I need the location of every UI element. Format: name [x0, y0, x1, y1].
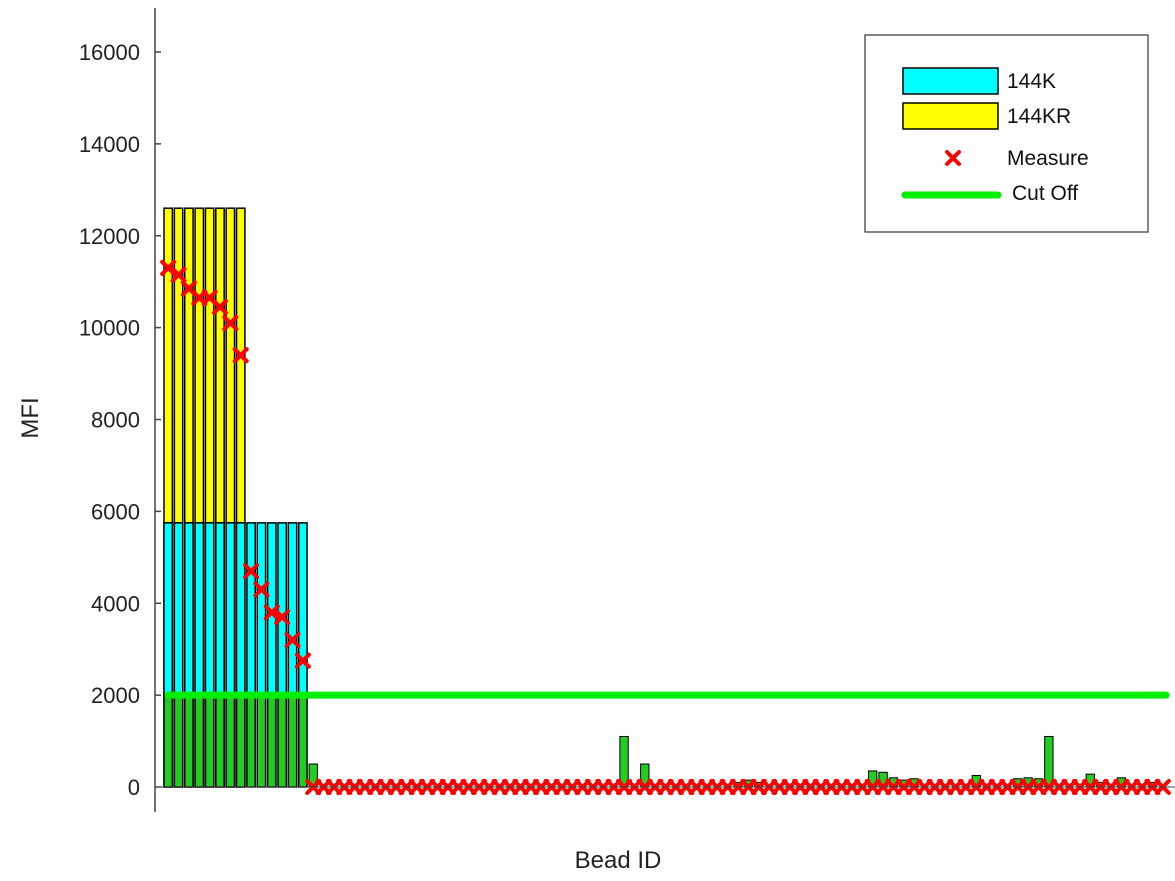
- bar-144k-base: [183, 694, 194, 788]
- bar-144k-base: [297, 694, 308, 788]
- measure-marker: [222, 315, 239, 332]
- bar-144k-base: [235, 694, 246, 788]
- bar-144k-base: [173, 694, 184, 788]
- bar-144kr: [204, 207, 215, 524]
- measure-marker-stroke: [232, 347, 249, 364]
- legend-measure-label: Measure: [1007, 147, 1089, 170]
- y-tick-label: 0: [128, 775, 140, 800]
- bar-144k: [297, 522, 308, 696]
- bar-144k-base: [225, 694, 236, 788]
- measure-marker-stroke: [274, 609, 291, 626]
- measure-marker: [263, 604, 280, 621]
- measure-marker-stroke: [284, 632, 301, 648]
- bar-144k: [225, 522, 236, 696]
- measure-marker-stroke: [201, 289, 218, 306]
- measure-marker: [211, 298, 228, 315]
- y-axis-label: MFI: [17, 397, 44, 438]
- y-tick-label: 8000: [91, 408, 140, 433]
- measure-marker-stroke: [243, 563, 260, 580]
- y-tick-label: 10000: [79, 316, 140, 341]
- measure-marker-stroke: [170, 266, 187, 283]
- bar-144k: [287, 522, 298, 696]
- bar-144k-base: [277, 694, 288, 788]
- bar-144k-base: [204, 694, 215, 788]
- bar-144kr: [183, 207, 194, 524]
- bar-144k-base: [163, 694, 174, 788]
- bar-144k: [277, 522, 288, 696]
- bar-144kr: [225, 207, 236, 524]
- measure-marker: [243, 563, 260, 580]
- y-tick-label: 6000: [91, 499, 140, 524]
- bar-144k: [163, 522, 174, 696]
- bar-144k: [173, 522, 184, 696]
- bar-144kr: [215, 207, 225, 524]
- x-axis-label: Bead ID: [575, 847, 662, 874]
- legend: 144K 144KR Measure Cut Off: [864, 34, 1149, 233]
- bar-144k: [204, 522, 215, 696]
- y-ticks-layer: 0 2000 4000 6000 8000 10000 12000 14000 16000: [79, 40, 161, 800]
- measure-marker: [284, 632, 301, 648]
- measure-marker-stroke: [160, 259, 177, 276]
- legend-cutoff-label: Cut Off: [1012, 182, 1078, 205]
- measure-marker-stroke: [211, 298, 228, 315]
- legend-144kr-swatch: [902, 102, 999, 130]
- bar-144k-base: [246, 694, 256, 788]
- bar-144k-base: [266, 694, 277, 788]
- measure-marker-stroke: [253, 581, 270, 598]
- bead-bar: [619, 735, 629, 788]
- legend-144k-label: 144K: [1007, 70, 1056, 93]
- legend-144k-swatch: [902, 67, 999, 95]
- legend-144kr-label: 144KR: [1007, 105, 1071, 128]
- measure-marker: [232, 347, 249, 364]
- y-tick-label: 14000: [79, 132, 140, 157]
- measure-marker: [294, 652, 311, 669]
- y-tick-label: 12000: [79, 224, 140, 249]
- measure-marker-stroke: [294, 652, 311, 669]
- bar-144k-base: [215, 694, 225, 788]
- bar-144k: [183, 522, 194, 696]
- measure-marker: [253, 581, 270, 598]
- y-tick-label: 4000: [91, 591, 140, 616]
- y-tick-label: 2000: [91, 683, 140, 708]
- bar-144k: [215, 522, 225, 696]
- bar-144kr: [173, 207, 184, 524]
- measure-marker-stroke: [222, 315, 239, 332]
- bar-144k-base: [256, 694, 267, 788]
- group-bars-layer: [163, 207, 308, 788]
- bar-144kr: [163, 207, 174, 524]
- bar-144kr: [235, 207, 246, 524]
- bar-144k: [194, 522, 205, 696]
- bar-144k-base: [194, 694, 205, 788]
- legend-box: [864, 34, 1149, 233]
- bar-144k: [246, 522, 256, 696]
- y-tick-label: 16000: [79, 40, 140, 65]
- bar-144k: [235, 522, 246, 696]
- bar-144k: [256, 522, 267, 696]
- measure-marker: [160, 259, 177, 276]
- measure-marker-stroke: [263, 604, 280, 621]
- measure-marker-stroke: [180, 280, 197, 297]
- bead-bar: [1044, 735, 1054, 788]
- bar-144k-base: [287, 694, 298, 788]
- measure-marker: [274, 609, 291, 626]
- measure-markers-layer: [160, 259, 1171, 795]
- legend-measure-marker: [945, 150, 961, 166]
- measure-marker: [170, 266, 187, 283]
- axes-layer: [154, 8, 1175, 812]
- bar-144kr: [194, 207, 205, 524]
